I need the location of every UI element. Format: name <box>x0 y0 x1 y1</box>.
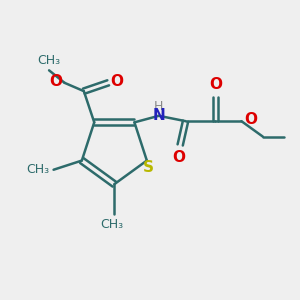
Text: O: O <box>111 74 124 88</box>
Text: S: S <box>143 160 154 175</box>
Text: O: O <box>244 112 257 128</box>
Text: CH₃: CH₃ <box>100 218 123 231</box>
Text: CH₃: CH₃ <box>26 163 49 176</box>
Text: H: H <box>154 100 164 113</box>
Text: N: N <box>152 108 165 123</box>
Text: CH₃: CH₃ <box>38 54 61 67</box>
Text: O: O <box>172 150 185 165</box>
Text: O: O <box>209 77 222 92</box>
Text: O: O <box>49 74 62 88</box>
